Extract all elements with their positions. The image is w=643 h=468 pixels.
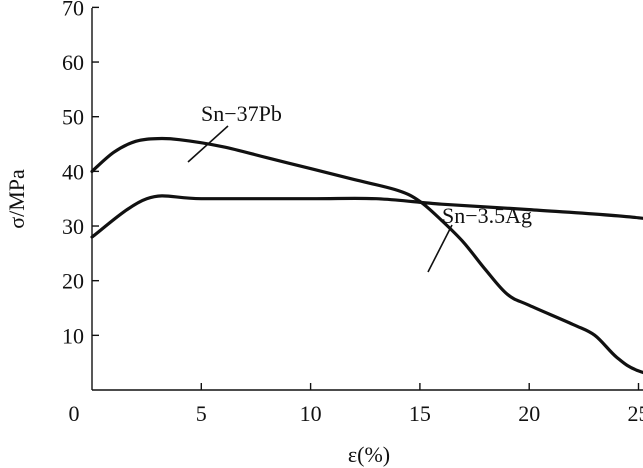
curve-sn35ag [90,194,643,239]
x-tick-label: 5 [196,401,207,426]
x-ticks: 051015202530354045 [69,383,643,426]
x-tick-label: 15 [409,401,431,426]
y-tick-label: 60 [62,50,84,75]
y-tick-label: 30 [62,214,84,239]
y-tick-label: 20 [62,269,84,294]
x-axis-title: ε(%) [348,442,390,467]
y-tick-label: 50 [62,105,84,130]
series-label-sn35ag: Sn−3.5Ag [442,203,532,228]
y-tick-label: 10 [62,323,84,348]
x-tick-label: 10 [300,401,322,426]
sn35ag-label-leader [427,224,453,273]
axes [91,8,643,391]
curves [90,136,643,375]
y-tick-label: 70 [62,0,84,20]
sn37pb-label-leader [187,125,229,163]
series-label-sn37pb: Sn−37Pb [201,101,282,126]
y-axis-title: σ/MPa [4,169,29,229]
y-tick-label: 40 [62,159,84,184]
y-ticks: 10 20 30 40 50 60 70 [62,0,99,348]
curve-sn37pb [90,136,643,375]
x-tick-label: 20 [518,401,540,426]
x-tick-label: 25 [628,401,643,426]
x-tick-label: 0 [69,401,80,426]
